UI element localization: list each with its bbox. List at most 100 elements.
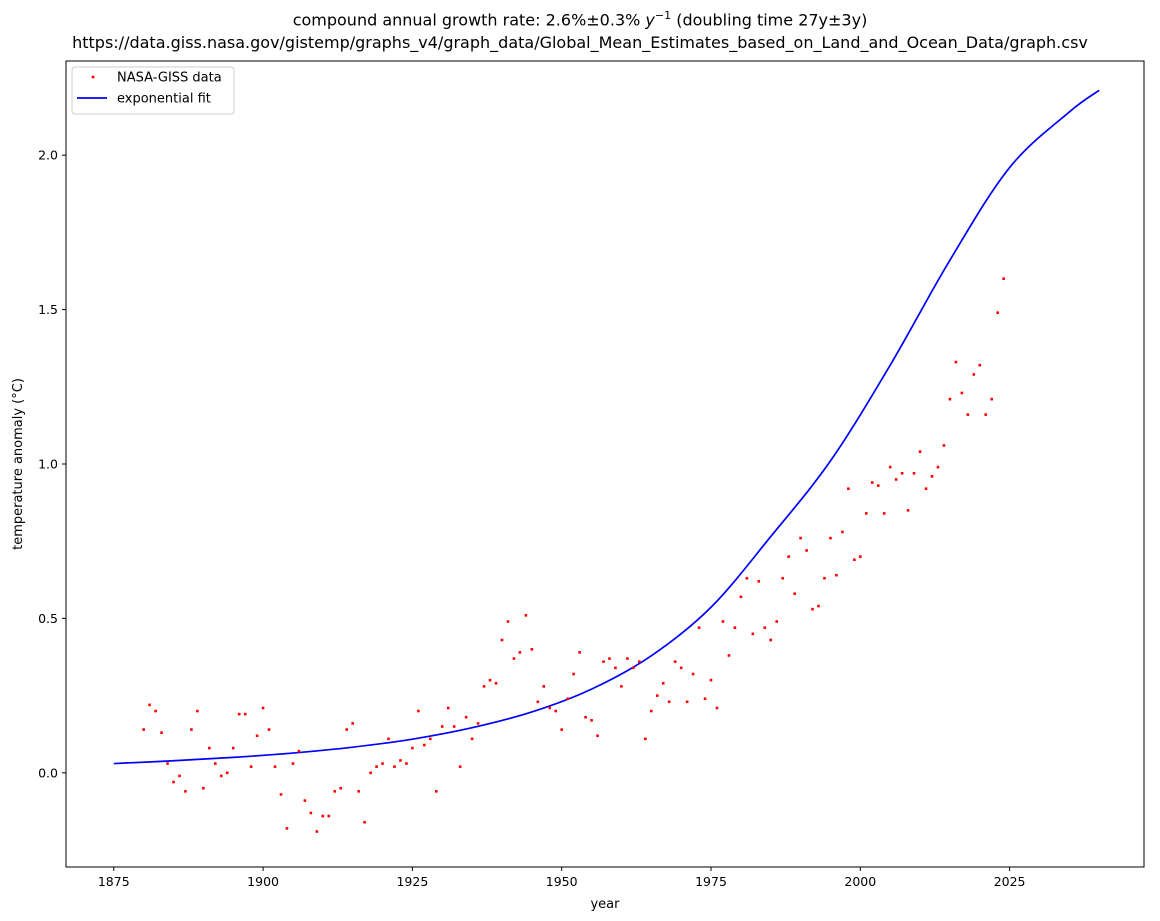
data-point <box>393 765 396 768</box>
data-point <box>936 465 940 469</box>
data-point <box>894 478 898 481</box>
legend-marker-data <box>91 75 95 79</box>
data-point <box>255 734 259 738</box>
data-point <box>918 450 922 453</box>
data-point <box>506 620 510 623</box>
data-point <box>703 697 707 700</box>
data-point <box>990 397 994 401</box>
legend-box <box>71 66 235 115</box>
data-point <box>1002 277 1005 281</box>
data-point <box>805 549 808 552</box>
data-point <box>154 709 157 713</box>
data-point <box>434 790 438 793</box>
y-tick-label: 0.5 <box>38 611 58 626</box>
data-point <box>584 715 587 719</box>
data-point <box>243 712 247 716</box>
data-point <box>685 700 689 704</box>
data-point <box>375 765 378 768</box>
data-point <box>345 728 348 731</box>
data-point <box>632 666 635 670</box>
data-point <box>458 765 462 768</box>
chart-title: compound annual growth rate: 2.6%±0.3% y… <box>292 9 868 30</box>
data-point <box>602 660 605 663</box>
data-point <box>781 576 784 580</box>
data-point <box>835 573 838 577</box>
data-point <box>727 654 731 657</box>
data-point <box>225 771 229 775</box>
data-point <box>178 774 181 778</box>
data-point <box>219 774 223 778</box>
data-point <box>494 681 498 685</box>
data-point <box>440 725 444 728</box>
legend-label-data: NASA-GISS data <box>117 71 222 86</box>
data-point <box>679 666 683 670</box>
data-point <box>536 700 540 704</box>
data-point <box>363 820 366 824</box>
data-point <box>190 728 193 731</box>
x-tick-label: 2000 <box>844 874 876 889</box>
data-point <box>847 487 850 491</box>
data-point <box>279 793 283 796</box>
data-point <box>888 465 892 469</box>
data-point <box>566 697 569 700</box>
data-point <box>488 678 492 682</box>
data-point <box>423 743 426 747</box>
data-point <box>315 830 319 833</box>
data-point <box>978 363 982 367</box>
data-point <box>530 647 534 651</box>
data-point <box>655 694 659 697</box>
data-point <box>972 373 976 376</box>
data-point <box>333 790 337 793</box>
data-point <box>578 651 581 654</box>
data-point <box>237 712 241 716</box>
data-point <box>166 762 169 765</box>
fit-line <box>113 89 1100 765</box>
data-point <box>512 657 516 660</box>
data-point <box>542 685 546 688</box>
data-point <box>900 471 904 475</box>
data-point <box>429 737 432 741</box>
data-point <box>876 484 880 487</box>
data-point <box>548 706 552 710</box>
data-point <box>196 709 199 713</box>
data-point <box>811 607 814 611</box>
data-point <box>799 536 802 540</box>
x-axis: 1875 1900 1925 1950 1975 2000 2025 <box>98 867 1026 889</box>
data-point <box>327 814 331 818</box>
data-point <box>620 685 623 688</box>
data-point <box>697 626 701 629</box>
data-point <box>817 604 820 608</box>
data-series <box>142 277 1005 833</box>
data-point <box>733 626 737 629</box>
data-point <box>524 614 528 617</box>
data-point <box>291 762 295 765</box>
data-point <box>853 558 856 562</box>
data-point <box>841 530 844 534</box>
data-point <box>518 651 522 654</box>
data-point <box>590 719 593 722</box>
data-point <box>357 790 360 793</box>
data-point <box>596 734 599 738</box>
data-point <box>757 580 761 583</box>
data-point <box>649 709 653 713</box>
data-point <box>446 706 450 710</box>
y-tick-label: 2.0 <box>38 148 58 163</box>
data-point <box>823 576 826 580</box>
data-point <box>297 749 301 753</box>
data-point <box>906 509 910 512</box>
data-point <box>405 762 408 765</box>
data-point <box>399 759 402 762</box>
data-point <box>303 799 307 802</box>
data-point <box>231 746 235 750</box>
data-point <box>351 722 354 725</box>
x-tick-label: 1950 <box>546 874 578 889</box>
legend: NASA-GISS data exponential fit <box>71 66 235 115</box>
data-point <box>721 620 725 623</box>
data-point <box>202 786 205 790</box>
data-point <box>942 444 946 447</box>
data-point <box>381 762 384 765</box>
data-point <box>470 737 474 741</box>
fit-series <box>113 89 1100 765</box>
data-point <box>572 672 575 676</box>
